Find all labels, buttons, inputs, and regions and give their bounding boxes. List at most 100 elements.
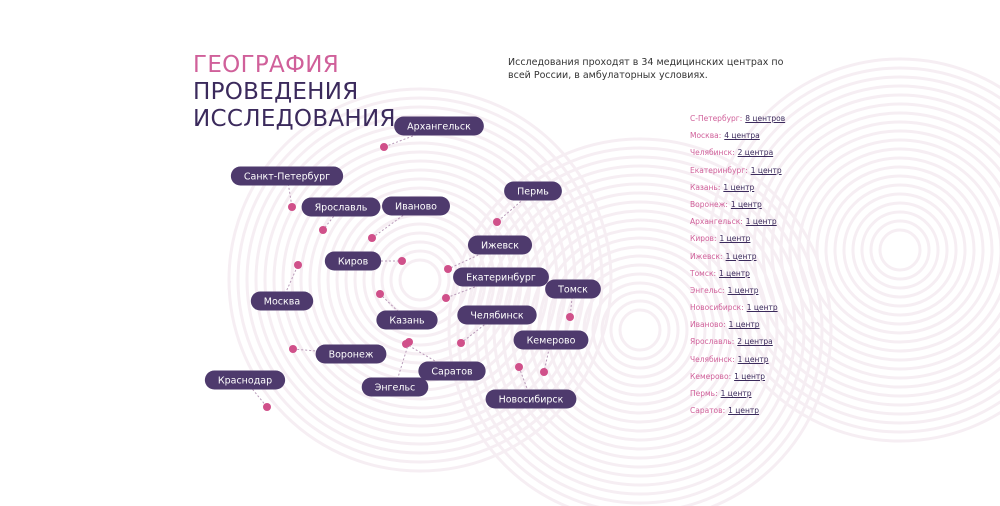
city-dot [405, 338, 413, 346]
city-label: Санкт-Петербург [244, 172, 330, 183]
city-name: Кемерово: [690, 371, 732, 381]
city-label: Киров [338, 257, 369, 268]
city-item: Киров: 1 центр [690, 233, 785, 250]
decor-ring [806, 156, 994, 344]
title-highlight: ГЕОГРАФИЯ [193, 52, 339, 78]
city-item: Москва: 4 центра [690, 130, 785, 147]
decor-ring [833, 183, 967, 317]
center-count-link[interactable]: 1 центр [737, 354, 769, 364]
city-label: Новосибирск [499, 395, 564, 406]
decor-ring [725, 75, 1000, 425]
city-label: Иваново [395, 202, 437, 213]
city-dot [294, 261, 302, 269]
center-count-link[interactable]: 1 центр [719, 268, 750, 278]
city-item: Пермь: 1 центр [690, 388, 785, 405]
city-item: Кемерово: 1 центр [690, 371, 785, 388]
city-item: Казань: 1 центр [690, 182, 785, 199]
center-count-link[interactable]: 1 центр [746, 303, 778, 313]
city-pill [457, 305, 537, 325]
center-count-link[interactable]: 2 центра [737, 337, 773, 347]
city-name: Москва: [690, 131, 722, 141]
city-dot [380, 143, 388, 151]
city-dot [442, 294, 450, 302]
decor-ring [761, 111, 1000, 389]
city-dot [398, 257, 406, 265]
city-label: Томск [557, 285, 588, 296]
center-count-link[interactable]: 2 центра [737, 148, 774, 158]
city-name: Пермь: [690, 389, 718, 398]
city-item: Архангельск: 1 центр [690, 216, 785, 233]
city-dot [376, 290, 384, 298]
city-label: Пермь [517, 187, 549, 198]
city-dot [289, 345, 297, 353]
city-item: Челябинск: 1 центр [690, 354, 785, 371]
title-line: ПРОВЕДЕНИЯ [193, 79, 359, 105]
center-count-link[interactable]: 1 центр [725, 251, 757, 261]
decor-ring [609, 299, 671, 361]
title: ГЕОГРАФИЯ ПРОВЕДЕНИЯ ИССЛЕДОВАНИЯ [193, 52, 493, 133]
decor-ring [555, 245, 725, 415]
decor-ring [398, 258, 442, 302]
decor-ring [797, 147, 1000, 353]
center-count-link[interactable]: 1 центр [728, 406, 760, 416]
decor-ring [707, 57, 1000, 443]
decor-ring [474, 164, 806, 496]
city-pill [204, 370, 286, 390]
city-label: Кемерово [527, 336, 576, 347]
decor-ring [743, 93, 1000, 407]
decor-ring [851, 201, 949, 299]
title-line: ИССЛЕДОВАНИЯ [193, 106, 396, 132]
center-count-link[interactable]: 1 центр [723, 182, 755, 192]
city-dot [493, 218, 501, 226]
city-dot [457, 339, 465, 347]
decor-ring [779, 129, 1000, 371]
decor-ring [528, 218, 752, 442]
city-name: Иваново: [690, 320, 726, 330]
center-count-link[interactable]: 1 центр [727, 285, 759, 295]
city-list: С-Петербург: 8 центров Москва: 4 центра Челя… [690, 113, 785, 422]
city-label: Энгельс [375, 383, 416, 394]
city-dot [319, 226, 327, 234]
city-label: Архангельск [407, 122, 471, 133]
center-count-link[interactable]: 1 центр [745, 217, 777, 227]
decor-ring [878, 228, 922, 272]
decor-ring [573, 263, 707, 397]
city-label: Воронеж [329, 350, 374, 361]
decor-ring [519, 209, 761, 451]
decor-ring [447, 137, 833, 506]
city-pill [453, 267, 549, 287]
decor-ring [770, 120, 1000, 380]
city-label: Ижевск [481, 241, 519, 252]
city-label: Казань [389, 316, 425, 327]
decor-ring [591, 281, 689, 379]
city-pill [485, 389, 577, 409]
decor-ring [582, 272, 698, 388]
center-count-link[interactable]: 1 центр [728, 320, 760, 330]
city-pill [230, 166, 344, 186]
city-name: Архангельск: [690, 217, 743, 227]
city-label: Краснодар [218, 376, 272, 387]
city-name: Челябинск: [690, 354, 735, 364]
center-count-link[interactable]: 1 центр [720, 389, 752, 398]
decor-ring [227, 87, 613, 473]
city-name: Ижевск: [690, 251, 723, 261]
city-pill [418, 361, 486, 381]
city-item: С-Петербург: 8 центров [690, 113, 785, 130]
center-count-link[interactable]: 8 центров [745, 114, 786, 123]
center-count-link[interactable]: 1 центр [719, 234, 751, 244]
decor-ring [537, 227, 743, 433]
center-count-link[interactable]: 1 центр [734, 371, 766, 381]
city-name: Екатеринбург: [690, 165, 748, 175]
center-count-link[interactable]: 4 центра [724, 131, 760, 141]
decor-ring [564, 254, 716, 406]
decor-ring [869, 219, 931, 281]
center-count-link[interactable]: 1 центр [730, 199, 762, 209]
decor-ring [456, 146, 824, 506]
city-dot [540, 368, 548, 376]
city-name: С-Петербург: [690, 114, 743, 123]
center-count-link[interactable]: 1 центр [750, 165, 782, 175]
city-label: Ярославль [315, 203, 368, 214]
city-dot [368, 234, 376, 242]
decor-ring [788, 138, 1000, 362]
